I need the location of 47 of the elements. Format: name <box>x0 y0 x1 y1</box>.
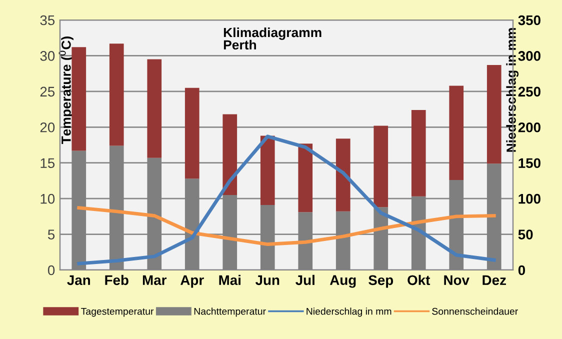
y2-tick-label: 350 <box>518 15 540 26</box>
y2-tick-label: 300 <box>518 51 540 61</box>
bar <box>486 65 502 164</box>
bar <box>109 44 124 146</box>
y-tick-label: 35 <box>40 15 55 26</box>
y2-tick-label: 200 <box>518 122 540 132</box>
y-tick-label: 0 <box>48 265 55 276</box>
bar <box>147 59 162 158</box>
x-tick-label: Dez <box>482 275 506 286</box>
bar <box>298 144 313 212</box>
y-tick-label: 5 <box>48 230 55 240</box>
x-tick-label: Jan <box>67 275 90 286</box>
bar <box>411 110 426 196</box>
x-tick-label: Jul <box>296 274 314 286</box>
bar <box>336 138 350 212</box>
line-series <box>77 206 496 246</box>
x-tick-label: Apr <box>180 275 204 288</box>
bar <box>374 126 388 208</box>
x-tick-label: Mai <box>219 274 240 286</box>
y-tick-label: 15 <box>40 158 55 168</box>
x-tick-label: Sep <box>368 275 394 288</box>
bar <box>449 86 464 180</box>
bar <box>260 136 275 205</box>
x-tick-label: Feb <box>105 274 128 286</box>
legend-label: Nachttemperatur <box>194 308 266 317</box>
legend-label: Tagestemperatur <box>81 308 154 317</box>
y2-tick-label: 150 <box>518 158 540 168</box>
y2-tick-label: 50 <box>518 230 533 240</box>
y-tick-label: 10 <box>40 194 55 204</box>
line-series <box>77 134 496 266</box>
y2-tick-label: 250 <box>518 86 540 97</box>
legend-label: Niederschlag in mm <box>306 308 392 317</box>
x-tick-label: Okt <box>408 274 430 286</box>
bar <box>222 114 238 195</box>
y-tick-label: 20 <box>40 122 55 132</box>
bar <box>72 47 86 151</box>
y-tick-label: 30 <box>40 51 55 61</box>
bar <box>184 88 200 179</box>
x-tick-label: Aug <box>330 275 356 288</box>
text: Klimadiagramm Perth <box>224 28 322 50</box>
x-tick-label: Nov <box>444 275 470 286</box>
legend-label: Sonnenscheindauer <box>432 308 518 315</box>
y2-tick-label: 100 <box>518 194 540 204</box>
x-tick-label: Jun <box>255 275 280 286</box>
x-tick-label: Mar <box>142 275 167 286</box>
y2-tick-label: 0 <box>518 265 526 276</box>
y-tick-label: 25 <box>40 86 55 97</box>
